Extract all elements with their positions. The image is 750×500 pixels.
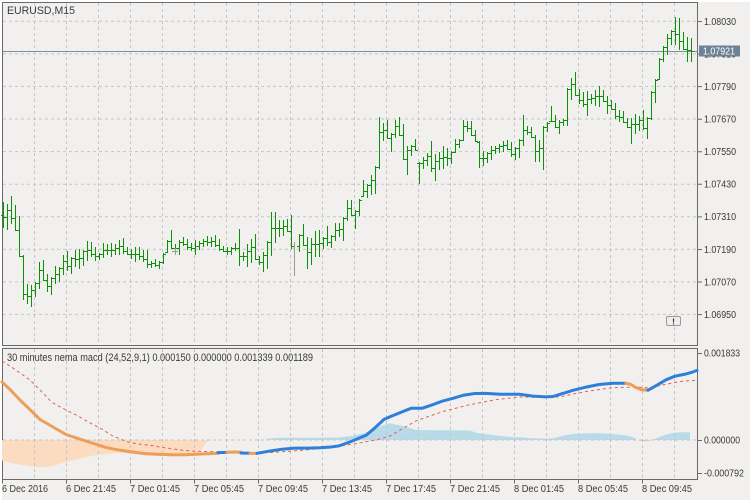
svg-text:1.07921: 1.07921	[703, 47, 735, 58]
svg-text:EURUSD,M15: EURUSD,M15	[7, 5, 75, 17]
svg-text:8 Dec 09:45: 8 Dec 09:45	[642, 484, 692, 495]
svg-text:6 Dec 21:45: 6 Dec 21:45	[66, 484, 116, 495]
svg-text:8 Dec 01:45: 8 Dec 01:45	[514, 484, 564, 495]
svg-text:7 Dec 21:45: 7 Dec 21:45	[450, 484, 500, 495]
svg-text:0.000000: 0.000000	[704, 436, 740, 447]
svg-text:1.08030: 1.08030	[704, 17, 736, 28]
svg-text:7 Dec 01:45: 7 Dec 01:45	[130, 484, 180, 495]
svg-text:1.07310: 1.07310	[704, 212, 736, 223]
svg-text:1.07190: 1.07190	[704, 245, 736, 256]
svg-text:30 minutes nema macd (24,52,9,: 30 minutes nema macd (24,52,9,1) 0.00015…	[7, 352, 313, 364]
svg-text:7 Dec 09:45: 7 Dec 09:45	[258, 484, 308, 495]
svg-text:1.07070: 1.07070	[704, 277, 736, 288]
svg-text:1.07670: 1.07670	[704, 115, 736, 126]
svg-text:7 Dec 05:45: 7 Dec 05:45	[194, 484, 244, 495]
svg-text:1.07790: 1.07790	[704, 82, 736, 93]
svg-text:7 Dec 13:45: 7 Dec 13:45	[322, 484, 372, 495]
svg-text:1.07550: 1.07550	[704, 147, 736, 158]
svg-text:8 Dec 05:45: 8 Dec 05:45	[578, 484, 628, 495]
svg-text:6 Dec 2016: 6 Dec 2016	[2, 484, 48, 495]
svg-text:7 Dec 17:45: 7 Dec 17:45	[386, 484, 436, 495]
svg-text:1.07430: 1.07430	[704, 180, 736, 191]
svg-text:0.001833: 0.001833	[704, 349, 740, 360]
svg-text:!: !	[672, 317, 675, 327]
svg-text:-0.000792: -0.000792	[704, 469, 744, 480]
svg-text:1.06950: 1.06950	[704, 310, 736, 321]
